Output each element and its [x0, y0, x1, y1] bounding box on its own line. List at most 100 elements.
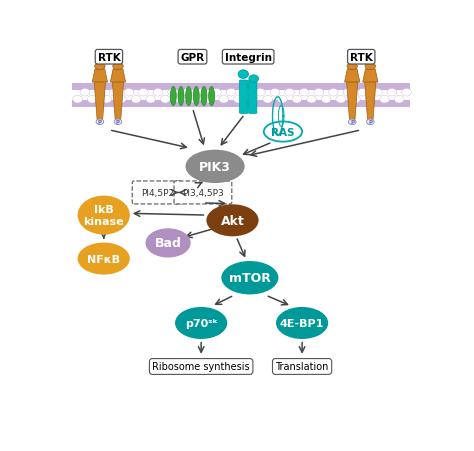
Ellipse shape [78, 196, 130, 235]
Ellipse shape [175, 307, 227, 339]
Ellipse shape [209, 87, 215, 106]
Text: 4E-BP1: 4E-BP1 [280, 318, 324, 328]
Text: RAS: RAS [271, 127, 295, 137]
Ellipse shape [160, 96, 170, 104]
Text: Integrin: Integrin [225, 53, 272, 63]
Ellipse shape [96, 120, 104, 125]
Ellipse shape [193, 87, 199, 106]
Ellipse shape [102, 96, 112, 104]
Ellipse shape [114, 120, 122, 125]
Ellipse shape [387, 89, 397, 97]
Ellipse shape [185, 150, 245, 184]
Text: Ribosome synthesis: Ribosome synthesis [152, 362, 250, 372]
Ellipse shape [348, 120, 356, 125]
Text: PIK3: PIK3 [199, 161, 231, 174]
Text: RTK: RTK [98, 53, 120, 63]
Ellipse shape [307, 96, 316, 104]
Polygon shape [92, 70, 108, 83]
Ellipse shape [373, 89, 382, 97]
Ellipse shape [264, 122, 302, 143]
Polygon shape [365, 83, 376, 120]
Polygon shape [112, 83, 124, 120]
Text: P: P [368, 120, 372, 125]
Ellipse shape [153, 89, 163, 97]
FancyBboxPatch shape [248, 81, 257, 114]
Text: mTOR: mTOR [229, 272, 271, 285]
Text: P: P [350, 120, 354, 125]
Ellipse shape [138, 89, 148, 97]
Ellipse shape [358, 89, 367, 97]
Ellipse shape [206, 205, 259, 237]
Text: GPR: GPR [181, 53, 204, 63]
Text: p70ˢᵏ: p70ˢᵏ [185, 318, 218, 328]
Ellipse shape [248, 96, 258, 104]
Text: PI3,4,5P3: PI3,4,5P3 [182, 189, 224, 198]
Ellipse shape [80, 89, 90, 97]
Ellipse shape [117, 96, 127, 104]
Ellipse shape [277, 96, 287, 104]
Ellipse shape [146, 96, 155, 104]
Ellipse shape [366, 120, 374, 125]
Text: P: P [116, 120, 120, 125]
Ellipse shape [204, 96, 214, 104]
Bar [73, 83, 410, 91]
Ellipse shape [234, 96, 243, 104]
Ellipse shape [276, 307, 328, 339]
Ellipse shape [124, 89, 134, 97]
Ellipse shape [255, 89, 265, 97]
Ellipse shape [226, 89, 236, 97]
Ellipse shape [190, 96, 200, 104]
Ellipse shape [347, 64, 357, 70]
Bar [73, 100, 410, 108]
Ellipse shape [292, 96, 302, 104]
Ellipse shape [168, 89, 177, 97]
Ellipse shape [109, 89, 119, 97]
Ellipse shape [131, 96, 141, 104]
Polygon shape [363, 70, 378, 83]
Ellipse shape [343, 89, 353, 97]
Text: PI4,5P2: PI4,5P2 [141, 189, 174, 198]
Polygon shape [94, 83, 105, 120]
Ellipse shape [73, 96, 82, 104]
Ellipse shape [170, 87, 176, 106]
Ellipse shape [241, 89, 251, 97]
Ellipse shape [221, 262, 278, 295]
Polygon shape [346, 83, 358, 120]
FancyBboxPatch shape [174, 182, 232, 204]
Text: Akt: Akt [220, 214, 245, 227]
Ellipse shape [175, 96, 185, 104]
Ellipse shape [328, 89, 338, 97]
FancyBboxPatch shape [132, 182, 183, 204]
Ellipse shape [211, 89, 221, 97]
Ellipse shape [95, 89, 104, 97]
Ellipse shape [197, 89, 207, 97]
Ellipse shape [238, 71, 248, 79]
Ellipse shape [285, 89, 294, 97]
Ellipse shape [113, 64, 123, 70]
Text: NFκB: NFκB [87, 254, 120, 264]
Ellipse shape [87, 96, 97, 104]
Text: IkB
kinase: IkB kinase [83, 205, 124, 226]
Ellipse shape [401, 89, 411, 97]
Ellipse shape [380, 96, 390, 104]
Ellipse shape [365, 96, 375, 104]
Ellipse shape [314, 89, 324, 97]
Ellipse shape [182, 89, 192, 97]
Ellipse shape [321, 96, 331, 104]
Ellipse shape [219, 96, 228, 104]
Ellipse shape [365, 64, 375, 70]
Text: Bad: Bad [155, 237, 182, 250]
Ellipse shape [178, 87, 184, 106]
Ellipse shape [146, 229, 191, 258]
Ellipse shape [394, 96, 404, 104]
Polygon shape [110, 70, 126, 83]
Ellipse shape [78, 243, 130, 275]
Ellipse shape [336, 96, 346, 104]
Text: RTK: RTK [350, 53, 373, 63]
Text: P: P [98, 120, 102, 125]
Ellipse shape [350, 96, 360, 104]
Text: Translation: Translation [275, 362, 329, 372]
Ellipse shape [186, 87, 191, 106]
Ellipse shape [270, 89, 280, 97]
Ellipse shape [263, 96, 273, 104]
